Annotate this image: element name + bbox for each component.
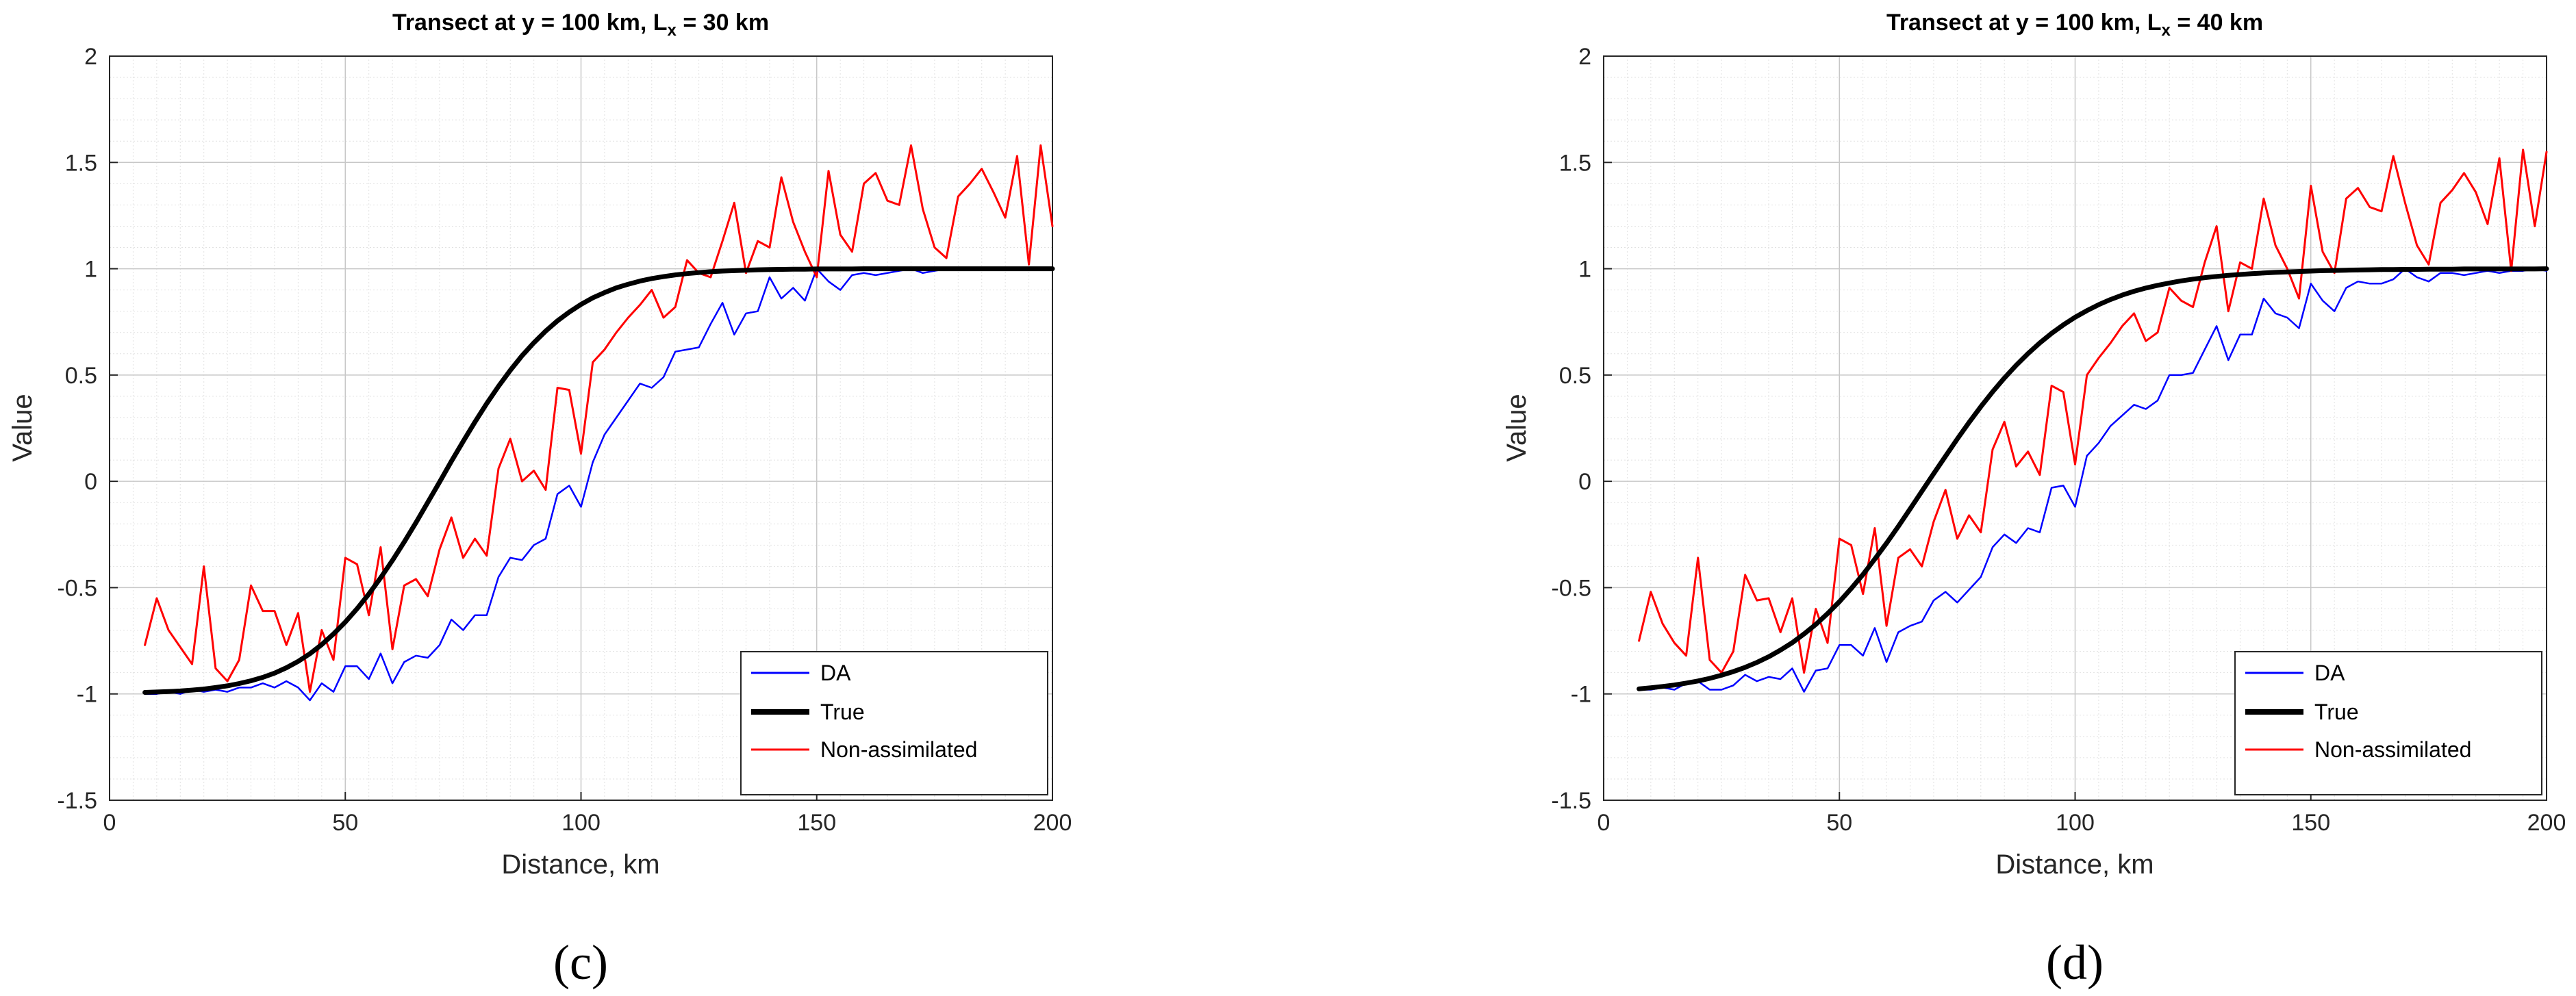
legend-label-true: True — [820, 700, 865, 724]
legend-label-nonassim: Non-assimilated — [820, 737, 977, 762]
x-tick-label: 150 — [2291, 810, 2330, 836]
x-tick-label: 50 — [332, 810, 358, 836]
x-tick-label: 0 — [103, 810, 116, 836]
legend-box — [2234, 651, 2542, 795]
chart-d: 0 50 100 150 200 -1.5 -1 -0.5 0 0.5 1 1.5 2 Transect… — [1502, 10, 2566, 990]
series — [1637, 149, 2549, 693]
legend-label-nonassim: Non-assimilated — [2314, 737, 2471, 762]
chart-c: 0 50 100 150 200 -1.5 -1 -0.5 0 0.5 1 1.5 2 Transect… — [8, 10, 1072, 990]
legend-label-da: DA — [2314, 661, 2345, 685]
x-tick-label: 200 — [1033, 810, 1072, 836]
legend-label-true: True — [2314, 700, 2359, 724]
x-tick-label: 200 — [2527, 810, 2566, 836]
legend: DA True Non-assimilated — [2234, 651, 2542, 795]
y-axis-label: Value — [1502, 394, 1532, 461]
x-tick-label: 150 — [797, 810, 836, 836]
y-tick-label: -1.5 — [57, 788, 97, 814]
y-tick-label: 0.5 — [65, 363, 97, 389]
legend-box — [740, 651, 1048, 795]
y-tick-label: 0 — [1578, 469, 1591, 495]
x-axis-label: Distance, km — [501, 850, 659, 880]
y-tick-label: -1.5 — [1551, 788, 1591, 814]
chart-title: Transect at y = 100 km, Lx = 40 km — [1886, 10, 2263, 40]
y-tick-label: 0.5 — [1559, 363, 1591, 389]
ticks: 0 50 100 150 200 -1.5 -1 -0.5 0 0.5 1 1.5 2 — [1551, 44, 2566, 836]
series-true-line — [142, 266, 1055, 695]
ticks: 0 50 100 150 200 -1.5 -1 -0.5 0 0.5 1 1.5 2 — [57, 44, 1072, 836]
series-true-line — [1637, 266, 2549, 691]
y-axis-label: Value — [8, 394, 38, 461]
y-tick-label: 2 — [84, 44, 97, 70]
series-da-line — [144, 268, 1054, 702]
y-tick-label: 1.5 — [65, 150, 97, 176]
y-tick-label: -0.5 — [57, 575, 97, 601]
x-tick-label: 100 — [561, 810, 601, 836]
series-nonassim-line — [144, 144, 1054, 693]
y-tick-label: 0 — [84, 469, 97, 495]
y-tick-label: -1 — [1571, 682, 1591, 708]
title-subscript: x — [668, 21, 677, 40]
y-tick-label: -0.5 — [1551, 575, 1591, 601]
chart-title: Transect at y = 100 km, Lx = 30 km — [392, 10, 769, 40]
legend-label-da: DA — [820, 661, 851, 685]
x-tick-label: 50 — [1826, 810, 1852, 836]
y-tick-label: 1 — [84, 257, 97, 283]
series-nonassim-line — [1638, 149, 2548, 674]
y-tick-label: 1.5 — [1559, 150, 1591, 176]
y-tick-label: -1 — [77, 682, 97, 708]
panel-label: (d) — [2046, 935, 2104, 990]
legend: DA True Non-assimilated — [740, 651, 1048, 795]
title-subscript: x — [2162, 21, 2171, 40]
y-tick-label: 1 — [1578, 257, 1591, 283]
x-tick-label: 0 — [1598, 810, 1611, 836]
x-axis-label: Distance, km — [1995, 850, 2154, 880]
panel-label: (c) — [553, 935, 608, 990]
series-da-line — [1638, 268, 2548, 693]
x-tick-label: 100 — [2056, 810, 2095, 836]
y-tick-label: 2 — [1578, 44, 1591, 70]
series — [142, 144, 1055, 702]
